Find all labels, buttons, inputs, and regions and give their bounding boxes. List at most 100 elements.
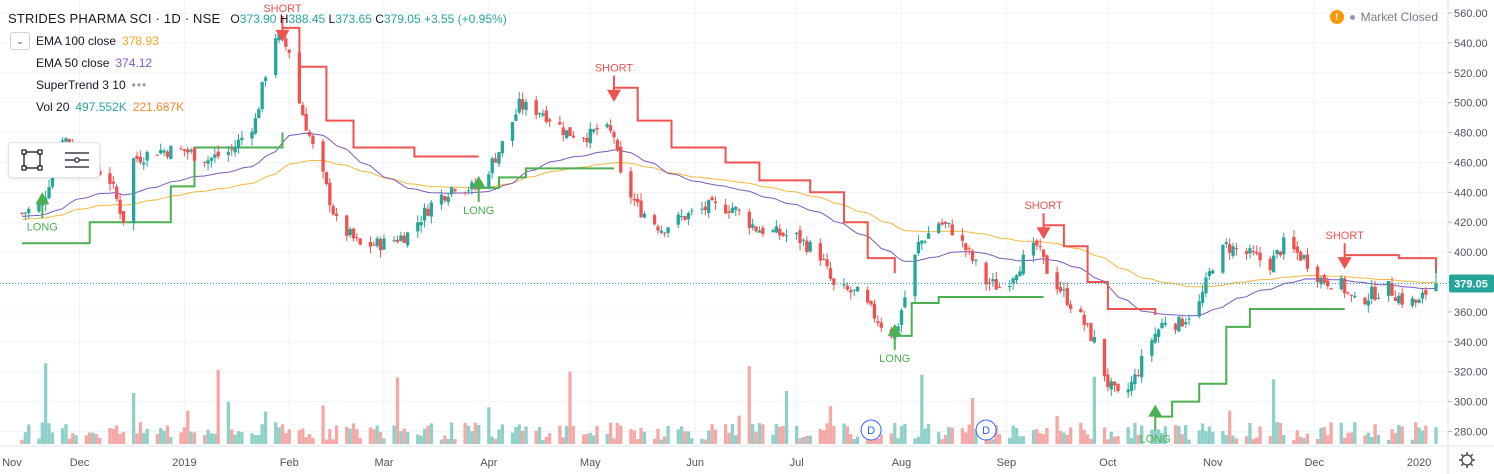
long-signal-label: LONG (1140, 434, 1171, 446)
volume-bar (568, 371, 572, 444)
volume-bar (774, 424, 779, 444)
volume-bar (778, 426, 782, 444)
volume-bar (328, 429, 332, 444)
volume-bar (947, 426, 951, 444)
volume-bar (466, 425, 471, 444)
indicator-ema50[interactable]: EMA 50 close 374.12 (8, 52, 507, 74)
y-tick-label: 480.00 (1454, 128, 1488, 140)
volume-bar (487, 407, 491, 444)
volume-bar (372, 429, 376, 444)
volume-bar (1295, 430, 1299, 444)
volume-bar (1231, 435, 1235, 444)
candle-body (1031, 242, 1036, 256)
candle-body (213, 154, 217, 158)
candle-body (1326, 280, 1330, 287)
collapse-legend-button[interactable]: ⌄ (10, 32, 30, 50)
lines-tool-button[interactable] (62, 146, 92, 174)
candle-body (142, 162, 146, 165)
candle-body (558, 122, 562, 125)
candle-body (1221, 244, 1225, 273)
candle-body (257, 109, 261, 119)
volume-bar (226, 401, 231, 444)
volume-bar (1244, 436, 1249, 444)
volume-bar (795, 426, 799, 444)
candle-body (510, 122, 515, 141)
candle-body (967, 248, 971, 250)
candle-body (1058, 287, 1063, 292)
candle-body (182, 149, 187, 151)
market-status-label: Market Closed (1360, 10, 1438, 24)
volume-bar (334, 425, 339, 444)
volume-bar (257, 434, 261, 444)
candle-body (253, 118, 258, 134)
volume-bar (345, 426, 349, 444)
candle-body (23, 212, 28, 214)
volume-bar (98, 437, 102, 444)
volume-bar (1275, 422, 1279, 444)
candle-body (534, 100, 538, 115)
candle-body (1305, 254, 1310, 269)
volume-bar (131, 393, 136, 444)
indicator-volume[interactable]: Vol 20 497.552K 221.687K (8, 96, 507, 118)
long-signal-arrow-icon (471, 175, 486, 188)
volume-bar (64, 424, 68, 444)
volume-bar (91, 432, 95, 444)
indicator-ema100[interactable]: ⌄ EMA 100 close 378.93 (8, 30, 507, 52)
ohlc-high-key: H (279, 12, 289, 26)
candle-body (825, 259, 829, 267)
volume-bar (1366, 432, 1370, 444)
candle-body (192, 147, 197, 161)
indicator-supertrend[interactable]: SuperTrend 3 10 ••• (8, 74, 507, 96)
volume-bar (1400, 426, 1404, 444)
candle-body (832, 278, 836, 285)
select-box-tool-button[interactable] (17, 146, 47, 174)
volume-bar (666, 425, 670, 444)
volume-bar (1197, 430, 1201, 444)
candle-body (805, 240, 809, 252)
candle-body (1211, 270, 1215, 274)
current-price-badge (1449, 274, 1494, 293)
volume-bar (1339, 422, 1343, 444)
candle-body (287, 49, 291, 53)
volume-bar (561, 437, 565, 444)
volume-bar (189, 431, 193, 444)
candle-body (940, 222, 944, 225)
candle-body (1065, 287, 1069, 305)
volume-bar (997, 434, 1002, 444)
candle-body (493, 158, 498, 163)
candle-body (426, 208, 430, 216)
candle-body (608, 125, 613, 131)
candle-body (1282, 237, 1286, 255)
volume-bar (781, 425, 785, 444)
volume-bar (236, 431, 241, 444)
candle-body (1414, 299, 1418, 303)
candle-body (331, 206, 335, 215)
gear-icon[interactable] (1459, 452, 1475, 468)
ohlc-change: +3.55 (+0.95%) (423, 12, 507, 26)
square-select-icon (20, 149, 43, 171)
market-status[interactable]: ! Market Closed (1329, 10, 1438, 24)
candle-body (842, 284, 846, 286)
volume-bar (250, 433, 254, 444)
candle-body (1116, 383, 1120, 392)
volume-bar (260, 424, 264, 444)
volume-bar (1173, 425, 1178, 444)
volume-bar (1353, 422, 1357, 444)
candle-body (1292, 236, 1296, 250)
candle-body (1295, 246, 1299, 253)
volume-bar (1271, 379, 1276, 444)
volume-bar (1160, 432, 1164, 444)
candle-body (395, 239, 400, 242)
volume-bar (1227, 410, 1232, 444)
symbol-title[interactable]: STRIDES PHARMA SCI · 1D · NSE (8, 11, 221, 26)
candle-body (1008, 285, 1012, 287)
candle-body (206, 160, 210, 164)
candle-body (876, 321, 880, 323)
volume-bar (619, 425, 623, 444)
candle-body (1319, 277, 1323, 285)
candle-body (233, 147, 237, 153)
candle-body (544, 110, 548, 123)
x-tick-label: 2019 (172, 457, 196, 469)
volume-bar (663, 436, 667, 444)
